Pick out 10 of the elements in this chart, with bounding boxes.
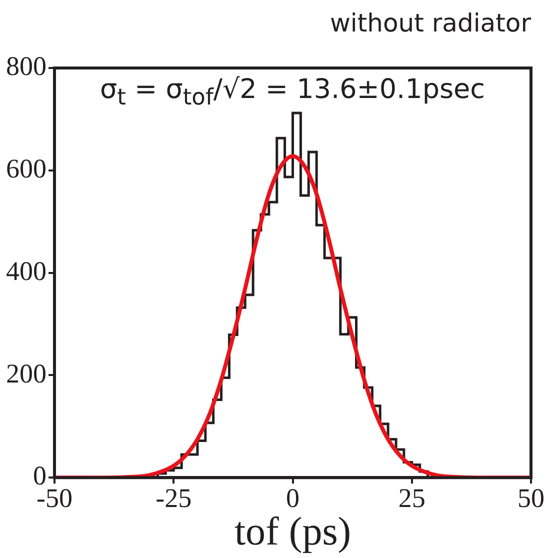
y-tick-label: 0 <box>33 460 46 491</box>
y-tick-label: 200 <box>6 358 46 388</box>
x-tick-label: -25 <box>156 482 192 513</box>
x-tick-label: 50 <box>518 482 544 513</box>
y-tick-label: 600 <box>6 153 46 184</box>
y-tick-label: 400 <box>6 256 46 286</box>
chart-title: without radiator <box>330 8 532 38</box>
y-tick-label: 800 <box>6 51 46 82</box>
annotation: σ$_{t}$ = σ$_{tof}$/√2 = 13.6±0.1psec <box>100 74 485 110</box>
x-tick-label: 25 <box>398 482 426 513</box>
